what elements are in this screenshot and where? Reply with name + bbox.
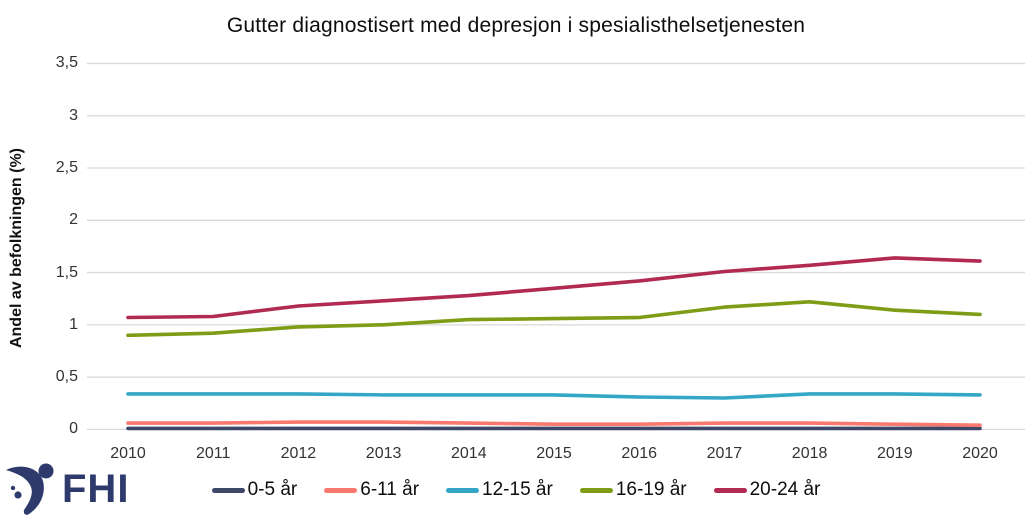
fhi-logo-icon bbox=[6, 463, 54, 515]
legend-label-12-15-ar: 12-15 år bbox=[482, 479, 553, 500]
x-tick-label-2012: 2012 bbox=[280, 445, 317, 462]
legend-item-16-19-ar: 16-19 år bbox=[579, 479, 687, 501]
y-tick-label-1,5: 1,5 bbox=[55, 263, 78, 281]
chart-title: Gutter diagnostisert med depresjon i spe… bbox=[226, 14, 806, 37]
x-tick-label-2014: 2014 bbox=[451, 445, 487, 462]
legend-item-0-5-ar: 0-5 år bbox=[211, 479, 298, 501]
x-tick-label-2010: 2010 bbox=[110, 445, 146, 462]
line-6-11-ar bbox=[126, 420, 982, 428]
legend-swatch-6-11-ar bbox=[324, 487, 358, 493]
y-tick-label-2: 2 bbox=[69, 211, 78, 229]
y-tick-label-0: 0 bbox=[69, 420, 78, 438]
legend: 0-5 år 6-11 år 12-15 år 16-19 år 20-24 år bbox=[0, 479, 1032, 501]
legend-swatch-0-5-ar bbox=[211, 487, 245, 493]
x-tick-label-2015: 2015 bbox=[536, 445, 572, 462]
x-tick-label-2011: 2011 bbox=[195, 445, 231, 462]
legend-label-0-5-ar: 0-5 år bbox=[247, 479, 298, 500]
x-tick-label-2020: 2020 bbox=[962, 445, 998, 462]
legend-label-16-19-ar: 16-19 år bbox=[615, 479, 687, 500]
fhi-logo: FHI bbox=[4, 460, 129, 518]
x-tick-label-2013: 2013 bbox=[365, 445, 402, 462]
legend-item-6-11-ar: 6-11 år bbox=[324, 479, 419, 501]
legend-label-20-24-ar: 20-24 år bbox=[749, 479, 821, 500]
legend-swatch-12-15-ar bbox=[446, 487, 480, 493]
x-tick-label-2016: 2016 bbox=[621, 445, 657, 462]
line-20-24-ar bbox=[126, 256, 982, 320]
legend-item-12-15-ar: 12-15 år bbox=[446, 479, 553, 501]
legend-swatch-16-19-ar bbox=[579, 487, 613, 493]
fhi-logo-text: FHI bbox=[62, 467, 130, 511]
line-16-19-ar bbox=[126, 299, 982, 338]
x-tick-label-2019: 2019 bbox=[877, 445, 913, 462]
y-tick-label-0,5: 0,5 bbox=[55, 368, 78, 386]
y-tick-label-1: 1 bbox=[69, 315, 78, 333]
y-tick-label-3,5: 3,5 bbox=[55, 54, 78, 72]
line-12-15-ar bbox=[126, 392, 982, 400]
legend-item-20-24-ar: 20-24 år bbox=[713, 479, 821, 501]
y-tick-label-3: 3 bbox=[69, 106, 78, 124]
x-tick-label-2017: 2017 bbox=[706, 445, 743, 462]
x-tick-label-2018: 2018 bbox=[791, 445, 828, 462]
legend-swatch-20-24-ar bbox=[713, 487, 747, 493]
legend-label-6-11-ar: 6-11 år bbox=[360, 479, 420, 500]
y-tick-label-2,5: 2,5 bbox=[55, 159, 78, 177]
